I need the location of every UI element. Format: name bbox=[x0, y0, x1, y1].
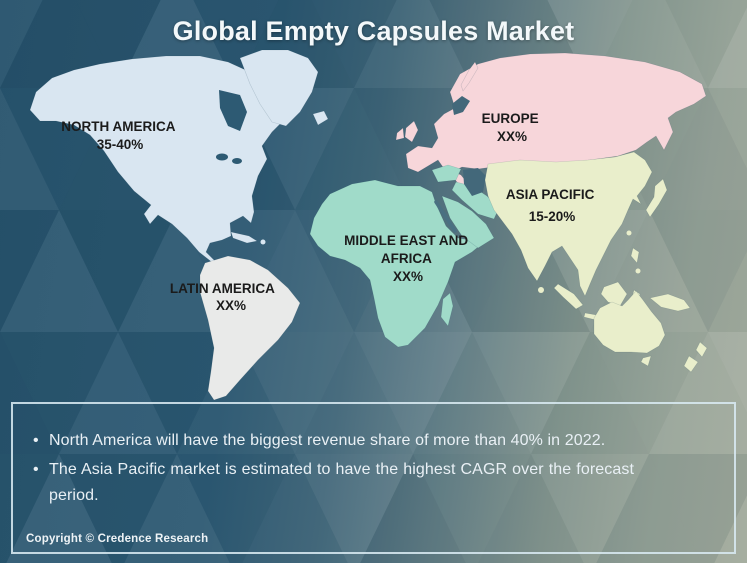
baltic-sea bbox=[452, 96, 470, 115]
region-north-america bbox=[29, 49, 329, 278]
turkey bbox=[431, 164, 462, 183]
label-latin-america-name: LATIN AMERICA bbox=[170, 281, 275, 296]
ireland bbox=[395, 127, 405, 141]
insight-item: • North America will have the biggest re… bbox=[33, 428, 734, 454]
label-latin-america-share: XX% bbox=[216, 298, 246, 313]
asia-mainland bbox=[484, 151, 653, 297]
label-asia-pacific-share: 15-20% bbox=[529, 209, 576, 224]
caspian-black-sea bbox=[463, 168, 486, 196]
sri-lanka bbox=[538, 287, 544, 293]
red-sea bbox=[434, 200, 457, 233]
new-zealand-north bbox=[695, 341, 708, 358]
label-north-america-share: 35-40% bbox=[97, 137, 144, 152]
hudson-bay bbox=[219, 90, 247, 131]
insight-text: The Asia Pacific market is estimated to … bbox=[49, 461, 634, 504]
bullet-glyph: • bbox=[33, 432, 39, 449]
novaya-zemlya bbox=[460, 61, 479, 92]
great-britain bbox=[404, 120, 419, 143]
philippines bbox=[630, 247, 640, 264]
south-america bbox=[199, 255, 301, 401]
mindanao bbox=[635, 268, 641, 274]
region-asia-pacific bbox=[484, 151, 708, 373]
label-mea-line2: AFRICA bbox=[381, 251, 432, 266]
great-lake-east bbox=[232, 158, 242, 164]
europe-russia-mainland bbox=[405, 52, 707, 173]
region-middle-east-africa bbox=[309, 164, 500, 348]
madagascar bbox=[440, 292, 454, 327]
label-asia-pacific: ASIA PACIFIC 15-20% bbox=[506, 187, 598, 224]
insight-text: North America will have the biggest reve… bbox=[49, 432, 606, 449]
australia bbox=[593, 290, 666, 354]
label-north-america: NORTH AMERICA 35-40% bbox=[61, 119, 179, 152]
label-europe-name: EUROPE bbox=[482, 111, 539, 126]
arabian-peninsula bbox=[441, 195, 495, 249]
label-europe-share: XX% bbox=[497, 129, 527, 144]
great-lake-west bbox=[216, 153, 228, 161]
africa bbox=[309, 179, 484, 348]
insights-panel: • North America will have the biggest re… bbox=[11, 402, 736, 554]
north-america-mainland bbox=[29, 55, 287, 278]
hispaniola bbox=[260, 239, 266, 245]
new-zealand-south bbox=[683, 355, 699, 373]
taiwan bbox=[626, 230, 632, 236]
page-title: Global Empty Capsules Market bbox=[172, 16, 575, 46]
borneo bbox=[600, 281, 628, 307]
cuba bbox=[230, 231, 258, 244]
greenland bbox=[239, 49, 319, 127]
bullet-glyph: • bbox=[33, 461, 39, 478]
tasmania bbox=[640, 355, 652, 367]
new-guinea bbox=[649, 293, 691, 312]
label-mea-share: XX% bbox=[393, 269, 423, 284]
label-asia-pacific-name: ASIA PACIFIC bbox=[506, 187, 595, 202]
label-mea-line1: MIDDLE EAST AND bbox=[344, 233, 468, 248]
copyright-text: Copyright © Credence Research bbox=[26, 533, 209, 545]
label-middle-east-africa: MIDDLE EAST AND AFRICA XX% bbox=[344, 233, 472, 284]
label-latin-america: LATIN AMERICA XX% bbox=[170, 281, 278, 313]
label-north-america-name: NORTH AMERICA bbox=[61, 119, 175, 134]
sumatra bbox=[553, 283, 584, 310]
iceland bbox=[312, 110, 329, 126]
insight-item: • The Asia Pacific market is estimated t… bbox=[33, 457, 734, 509]
label-europe: EUROPE XX% bbox=[482, 111, 543, 144]
japan bbox=[645, 178, 668, 218]
insights-list: • North America will have the biggest re… bbox=[13, 404, 734, 509]
region-latin-america bbox=[199, 255, 301, 401]
